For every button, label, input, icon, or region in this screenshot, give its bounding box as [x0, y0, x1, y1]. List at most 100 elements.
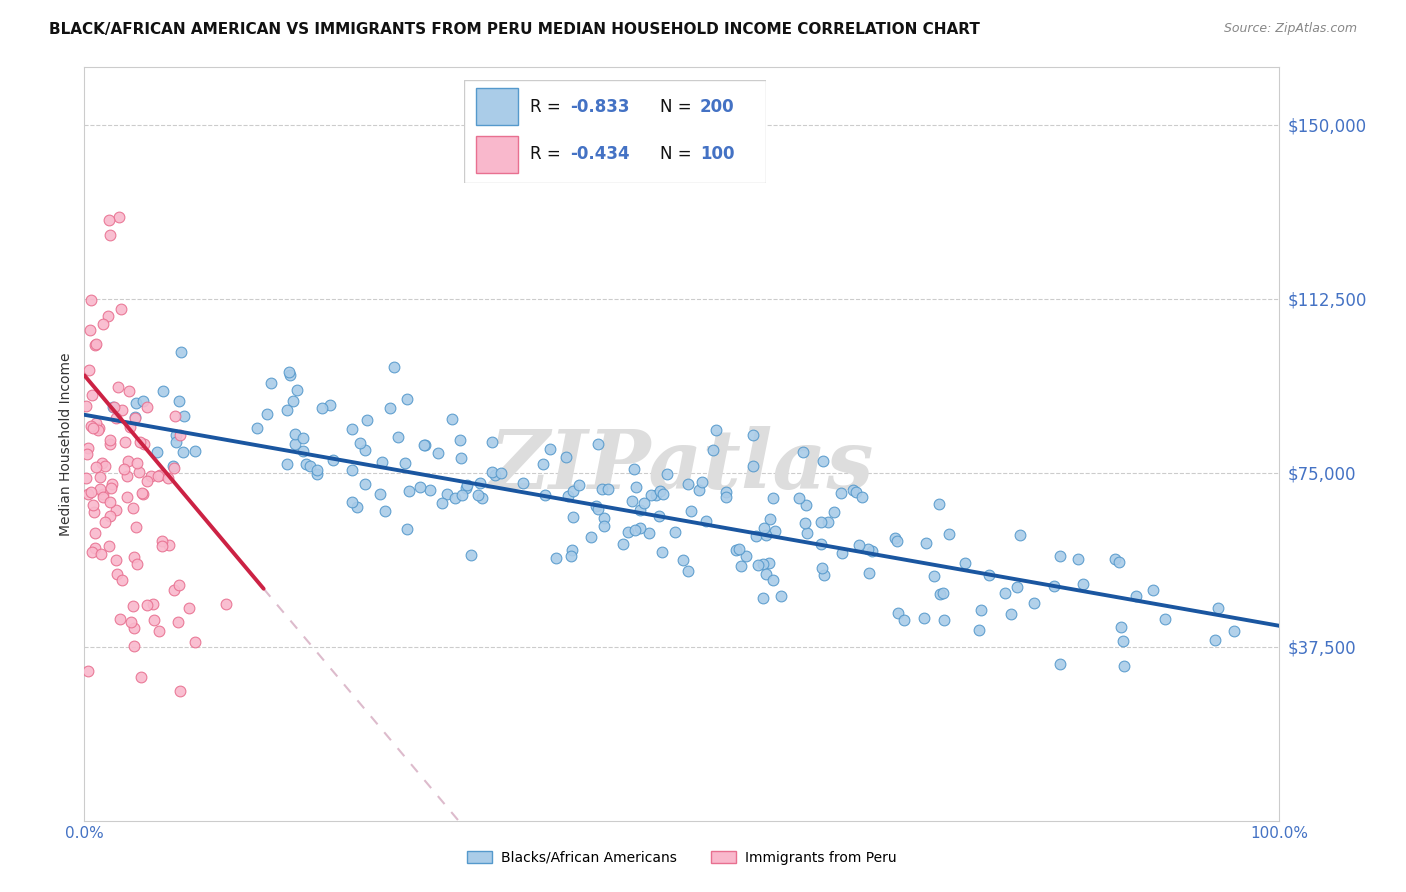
- Point: [1125, 589, 1147, 603]
- Point: [115, 490, 138, 504]
- Point: [856, 541, 879, 556]
- Text: 100: 100: [700, 145, 734, 163]
- Point: [851, 491, 873, 505]
- Point: [124, 520, 146, 534]
- Point: [382, 360, 405, 375]
- Point: [91, 456, 114, 470]
- Point: [745, 529, 768, 543]
- Point: [98, 437, 121, 451]
- Point: [259, 376, 281, 391]
- Point: [560, 549, 582, 564]
- Point: [82, 498, 104, 512]
- Point: [1111, 620, 1133, 634]
- Point: [75, 471, 97, 485]
- Point: [794, 516, 817, 530]
- Point: [105, 566, 128, 581]
- Point: [149, 467, 172, 482]
- Point: [80, 418, 103, 433]
- Point: [430, 496, 453, 510]
- Point: [125, 456, 148, 470]
- Point: [591, 482, 613, 496]
- Point: [585, 499, 607, 513]
- Point: [586, 502, 609, 516]
- Point: [169, 683, 191, 698]
- Point: [441, 412, 464, 426]
- Point: [104, 410, 127, 425]
- Point: [98, 539, 121, 553]
- Point: [841, 483, 863, 497]
- Point: [858, 566, 880, 581]
- Point: [356, 413, 378, 427]
- Point: [387, 429, 409, 443]
- Point: [884, 532, 907, 546]
- Point: [633, 496, 655, 510]
- Point: [967, 624, 990, 638]
- Text: -0.434: -0.434: [569, 145, 630, 163]
- Point: [651, 486, 673, 500]
- Point: [887, 606, 910, 620]
- Point: [624, 480, 647, 494]
- Point: [170, 345, 193, 359]
- Point: [277, 365, 299, 379]
- Text: R =: R =: [530, 98, 567, 116]
- Point: [79, 323, 101, 337]
- Point: [120, 420, 142, 434]
- Point: [848, 538, 870, 552]
- Point: [125, 396, 148, 410]
- Point: [215, 597, 238, 611]
- Point: [87, 423, 110, 437]
- Point: [512, 476, 534, 491]
- Point: [450, 451, 472, 466]
- Point: [368, 486, 391, 500]
- Text: Source: ZipAtlas.com: Source: ZipAtlas.com: [1223, 22, 1357, 36]
- Text: -0.833: -0.833: [569, 98, 630, 116]
- Point: [1154, 612, 1177, 626]
- Point: [538, 442, 561, 457]
- Bar: [477, 136, 519, 173]
- Point: [650, 483, 672, 498]
- Point: [281, 394, 304, 409]
- Point: [103, 400, 125, 414]
- Point: [128, 465, 150, 479]
- Point: [136, 400, 159, 414]
- Point: [763, 524, 786, 539]
- Point: [114, 435, 136, 450]
- Point: [823, 505, 845, 519]
- Point: [657, 467, 679, 481]
- Point: [84, 525, 107, 540]
- Point: [811, 561, 834, 575]
- Point: [427, 446, 450, 460]
- Point: [557, 489, 579, 503]
- Point: [409, 480, 432, 494]
- FancyBboxPatch shape: [464, 80, 766, 183]
- Point: [468, 475, 491, 490]
- Point: [340, 494, 363, 508]
- Point: [716, 485, 738, 500]
- Point: [165, 435, 187, 450]
- Point: [167, 393, 190, 408]
- Point: [111, 403, 134, 417]
- Point: [278, 368, 301, 382]
- Point: [1112, 634, 1135, 648]
- Point: [484, 467, 506, 482]
- Point: [285, 383, 308, 397]
- Point: [755, 528, 778, 542]
- Point: [108, 612, 131, 626]
- Point: [1000, 607, 1022, 622]
- Point: [83, 337, 105, 351]
- Point: [84, 541, 107, 555]
- Point: [165, 428, 187, 442]
- Point: [396, 392, 419, 406]
- Point: [305, 467, 328, 481]
- Point: [938, 527, 960, 541]
- Point: [97, 309, 120, 323]
- Point: [117, 453, 139, 467]
- Point: [148, 469, 170, 483]
- Point: [1067, 551, 1090, 566]
- Point: [533, 457, 555, 471]
- Point: [977, 568, 1000, 582]
- Point: [449, 433, 471, 447]
- Point: [752, 558, 775, 572]
- Point: [762, 573, 785, 587]
- Point: [456, 477, 478, 491]
